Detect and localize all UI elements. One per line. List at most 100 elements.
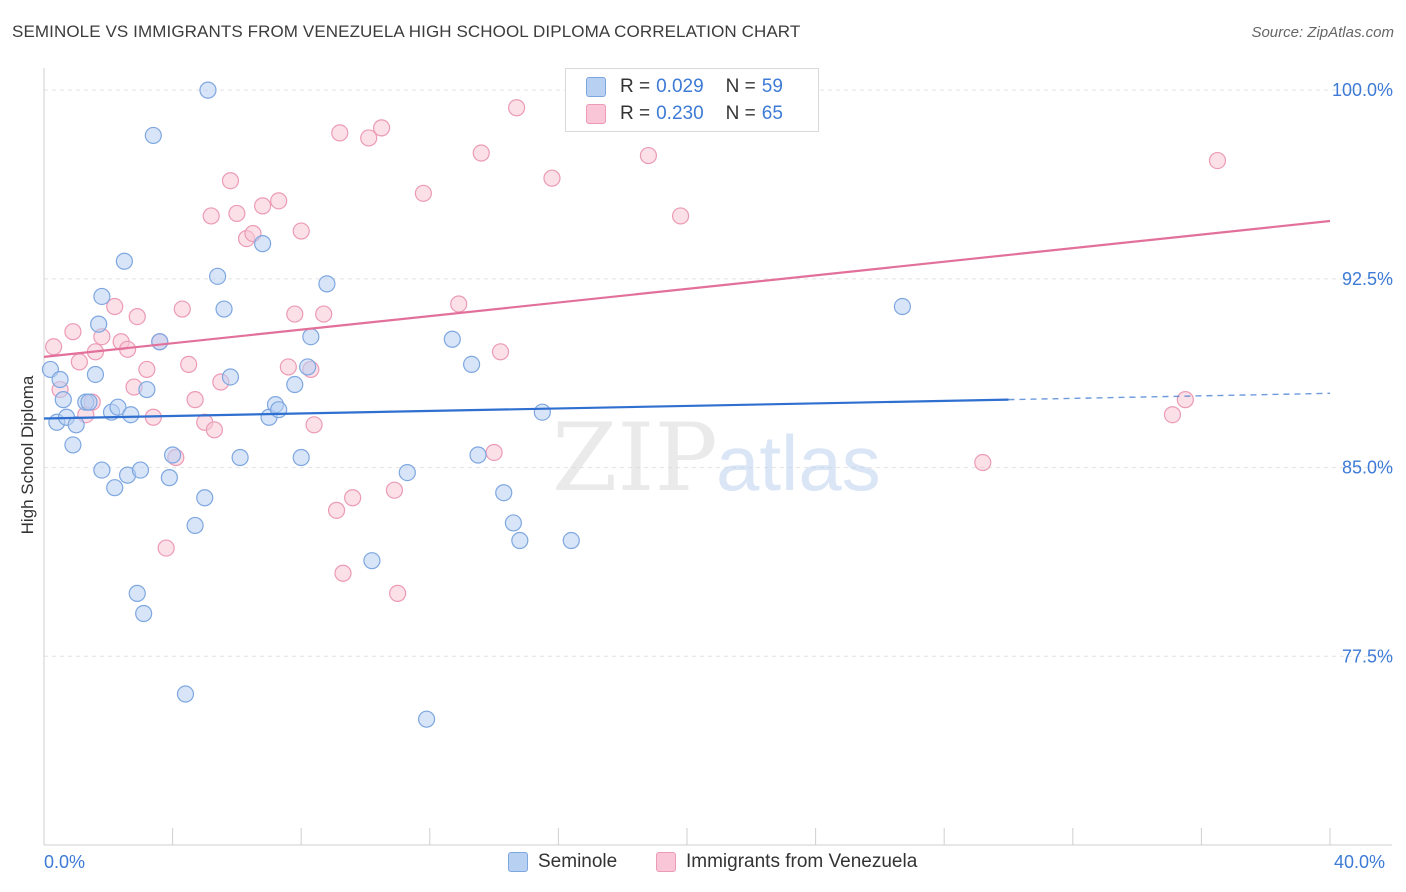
seminole-point[interactable] [93,461,111,479]
y-tick-label: 100.0% [1332,80,1393,100]
series-legend-venezuela[interactable]: Immigrants from Venezuela [656,851,917,873]
venezuela-point[interactable] [315,305,333,323]
venezuela-point[interactable] [205,421,223,439]
seminole-point[interactable] [292,448,310,467]
seminole-point[interactable] [254,235,272,253]
seminole-point[interactable] [160,469,178,487]
venezuela-point[interactable] [180,355,198,373]
venezuela-point[interactable] [389,584,407,602]
seminole-point[interactable] [122,406,140,424]
seminole-point[interactable] [299,358,317,376]
venezuela-point[interactable] [106,297,124,316]
series-seminole-points [41,81,912,728]
venezuela-point[interactable] [334,564,352,582]
venezuela-point[interactable] [450,295,468,313]
seminole-point[interactable] [504,514,522,532]
seminole-point[interactable] [533,403,551,421]
seminole-point[interactable] [176,685,195,703]
venezuela-point[interactable] [331,124,349,142]
series-venezuela-points [45,99,1227,602]
legend-row-venezuela: R = 0.230 N = 65 [586,102,783,126]
seminole-point[interactable] [93,287,111,306]
seminole-point[interactable] [186,516,204,535]
venezuela-point[interactable] [344,489,362,507]
venezuela-point[interactable] [327,501,346,519]
venezuela-point[interactable] [270,192,288,210]
seminole-point[interactable] [495,484,513,502]
venezuela-point[interactable] [385,481,404,499]
venezuela-point[interactable] [228,204,246,223]
seminole-point[interactable] [511,531,529,550]
chart-title: SEMINOLE VS IMMIGRANTS FROM VENEZUELA HI… [12,22,801,41]
seminole-point[interactable] [106,479,124,497]
seminole-point[interactable] [90,315,108,333]
venezuela-point[interactable] [485,443,503,462]
seminole-point[interactable] [443,330,461,348]
venezuela-point[interactable] [292,222,310,240]
venezuela-point[interactable] [254,197,272,215]
seminole-point[interactable] [270,401,288,419]
seminole-point[interactable] [138,380,156,399]
venezuela-point[interactable] [138,360,156,379]
seminole-point[interactable] [215,300,233,318]
seminole-point[interactable] [128,584,146,602]
seminole-point[interactable] [318,275,336,293]
venezuela-point[interactable] [974,453,992,472]
venezuela-point[interactable] [286,305,304,323]
legend-r-value-seminole: 0.029 [656,76,704,97]
venezuela-point[interactable] [221,172,240,190]
seminole-point[interactable] [80,393,98,411]
seminole-point[interactable] [115,252,133,270]
venezuela-point[interactable] [543,169,561,187]
seminole-point[interactable] [135,604,153,623]
venezuela-point[interactable] [372,119,391,137]
venezuela-point[interactable] [491,343,510,361]
seminole-point[interactable] [398,463,416,482]
venezuela-point[interactable] [472,144,490,162]
seminole-point[interactable] [469,446,487,464]
seminole-point[interactable] [196,489,214,507]
seminole-point[interactable] [302,328,320,346]
seminole-point[interactable] [231,448,249,467]
venezuela-point[interactable] [1176,391,1194,409]
seminole-point[interactable] [462,355,481,373]
seminole-point[interactable] [151,333,169,351]
venezuela-point[interactable] [360,129,378,147]
seminole-point[interactable] [109,398,127,416]
seminole-point[interactable] [164,446,182,464]
seminole-point[interactable] [221,368,240,386]
seminole-point[interactable] [209,267,227,285]
venezuela-point[interactable] [508,99,526,117]
venezuela-point[interactable] [128,307,146,326]
venezuela-point[interactable] [173,300,191,318]
seminole-point[interactable] [417,710,436,728]
venezuela-point[interactable] [202,207,220,225]
seminole-point[interactable] [67,416,85,434]
series-legend-seminole[interactable]: Seminole [508,851,617,873]
venezuela-point[interactable] [70,353,88,371]
venezuela-point[interactable] [639,146,658,165]
seminole-point[interactable] [893,297,912,316]
seminole-point[interactable] [562,531,580,550]
seminole-point[interactable] [131,461,150,479]
venezuela-point[interactable] [305,416,323,434]
venezuela-point[interactable] [45,338,63,356]
venezuela-point[interactable] [186,391,204,409]
seminole-point[interactable] [51,370,69,389]
venezuela-point[interactable] [279,358,297,376]
seminole-point[interactable] [144,126,162,145]
venezuela-point[interactable] [414,184,432,202]
seminole-point[interactable] [64,436,82,454]
seminole-point[interactable] [286,375,304,394]
series-legend: Seminole Immigrants from Venezuela [0,851,1406,877]
venezuela-point[interactable] [671,207,690,225]
venezuela-point[interactable] [1208,151,1227,170]
seminole-point[interactable] [54,391,72,409]
seminole-point[interactable] [199,81,217,99]
venezuela-point[interactable] [1163,406,1182,424]
venezuela-point[interactable] [157,539,175,557]
seminole-point[interactable] [363,552,381,570]
venezuela-trend-line [43,219,1331,358]
seminole-point[interactable] [86,365,105,384]
venezuela-point[interactable] [64,323,82,341]
